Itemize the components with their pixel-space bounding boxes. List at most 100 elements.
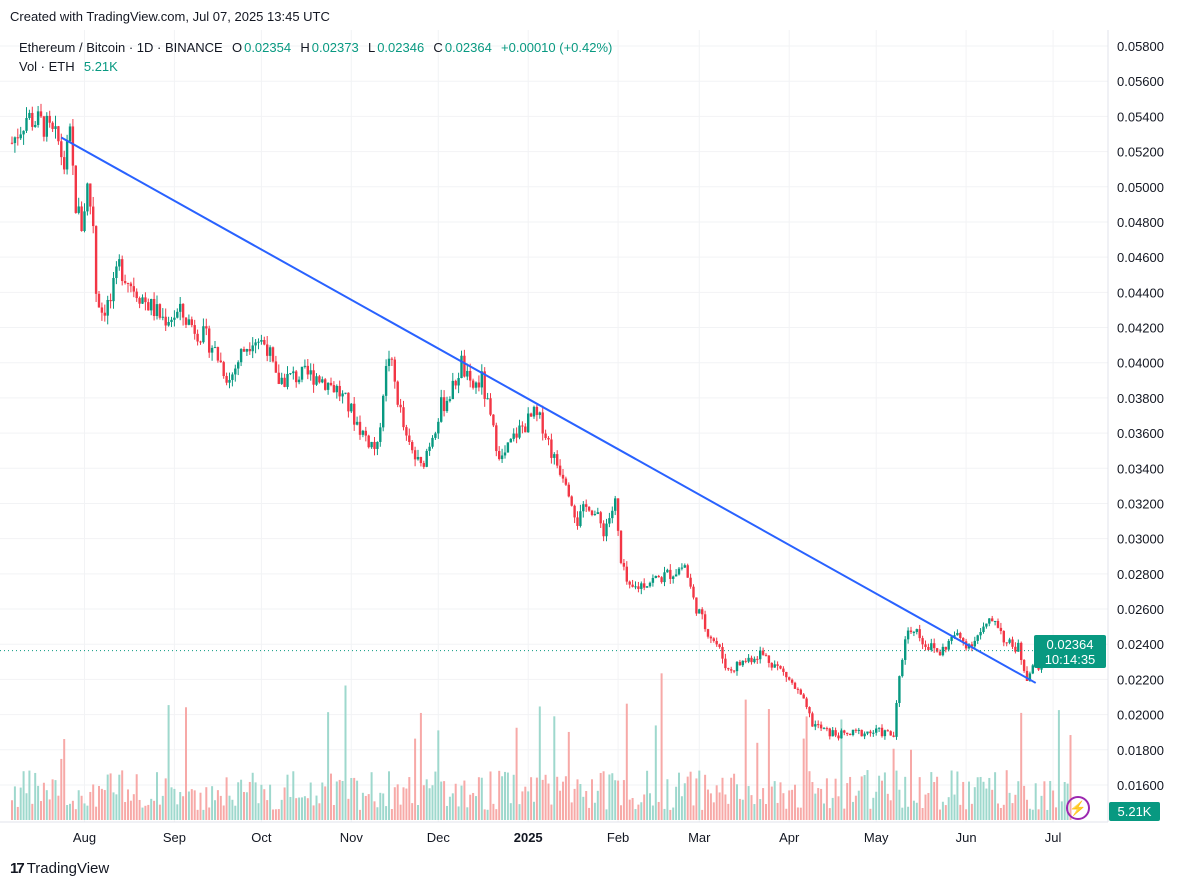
candle-body (666, 569, 669, 573)
volume-bar (272, 809, 274, 820)
candle-body (640, 583, 643, 589)
candle-body (466, 370, 469, 377)
volume-bar (689, 771, 692, 820)
candle-body (996, 620, 1000, 628)
volume-bar (715, 785, 718, 820)
volume-bar (843, 808, 846, 820)
x-tick-label: 2025 (514, 830, 543, 845)
candle-body (118, 259, 121, 267)
volume-bar (550, 804, 553, 820)
volume-bar (475, 796, 477, 820)
volume-bar (1060, 801, 1063, 820)
candle-body (10, 142, 14, 144)
candle-body (121, 259, 124, 282)
volume-bar (86, 805, 89, 820)
candle-body (22, 130, 25, 135)
candle-body (396, 381, 399, 405)
volume-bar (968, 781, 970, 820)
candle-body (634, 586, 637, 588)
volume-bar (161, 795, 164, 820)
volume-bar (733, 773, 736, 820)
candle-body (460, 355, 463, 379)
x-tick-label: Dec (427, 830, 451, 845)
candle-body (324, 379, 327, 390)
candle-body (912, 631, 916, 633)
volume-bar (817, 788, 820, 820)
tradingview-logo[interactable]: 17 TradingView (10, 860, 109, 877)
volume-bar (1037, 809, 1040, 820)
x-tick-label: May (864, 830, 889, 845)
x-tick-label: Mar (688, 830, 711, 845)
candle-body (477, 382, 481, 388)
candle-body (527, 413, 530, 433)
volume-bar (872, 797, 875, 820)
volume-bar (869, 808, 872, 820)
volume-label[interactable]: Vol · ETH (19, 59, 75, 74)
candle-body (512, 433, 515, 439)
candle-body (303, 365, 307, 367)
candle-body (567, 484, 570, 497)
y-tick-label: 0.03000 (1117, 532, 1164, 547)
volume-bar (852, 801, 854, 820)
volume-bar (976, 777, 979, 820)
candle-body (498, 451, 501, 460)
candle-body (941, 646, 945, 656)
volume-bar (999, 807, 1002, 820)
candle-body (222, 362, 225, 377)
volume-bar (727, 803, 730, 820)
volume-bar (124, 801, 127, 820)
volume-bar (466, 807, 469, 820)
candle-body (193, 325, 196, 334)
candle-body (877, 727, 881, 729)
volume-bar (785, 808, 788, 820)
volume-bar (863, 775, 866, 820)
volume-bar (303, 796, 306, 820)
symbol-title[interactable]: Ethereum / Bitcoin · 1D · BINANCE (19, 40, 223, 55)
candle-body (608, 518, 611, 524)
volume-bar (422, 785, 425, 820)
volume-bar (176, 804, 179, 820)
candle-body (541, 412, 544, 434)
candle-body (915, 629, 918, 632)
last-price-label: 0.02364 10:14:35 (1034, 635, 1106, 668)
volume-bar (292, 771, 295, 820)
candle-body (51, 122, 54, 129)
volume-bar (359, 809, 361, 820)
candle-body (219, 360, 222, 363)
volume-bar (825, 778, 828, 820)
lightning-icon[interactable]: ⚡ (1066, 796, 1090, 820)
candle-body (619, 530, 623, 563)
volume-bar (686, 776, 689, 820)
volume-bar (274, 809, 277, 820)
candle-body (909, 630, 913, 632)
volume-bar (170, 787, 173, 820)
volume-bar (744, 699, 747, 820)
candle-body (721, 647, 724, 659)
candle-body (991, 618, 994, 622)
volume-bar (1005, 770, 1008, 820)
candle-body (196, 333, 199, 342)
chart-legend: Ethereum / Bitcoin · 1D · BINANCE O 0.023… (19, 38, 614, 76)
candle-body (970, 644, 974, 647)
volume-bar (895, 770, 898, 820)
y-tick-label: 0.05800 (1117, 39, 1164, 54)
volume-bar (219, 795, 222, 820)
candle-body (483, 371, 486, 399)
volume-bar (1052, 790, 1055, 820)
x-tick-label: Sep (163, 830, 186, 845)
volume-bar (428, 788, 431, 820)
volume-bar (100, 788, 103, 820)
candle-body (811, 713, 814, 727)
volume-bar (718, 792, 721, 820)
candle-body (854, 729, 858, 731)
volume-bar (837, 796, 840, 820)
volume-bar (364, 795, 367, 820)
candle-body (614, 498, 617, 511)
candle-body (335, 385, 338, 393)
candle-body (437, 421, 440, 434)
candle-body (100, 307, 104, 313)
volume-bar (338, 779, 341, 820)
volume-bar (802, 738, 805, 820)
volume-bar (886, 793, 889, 820)
